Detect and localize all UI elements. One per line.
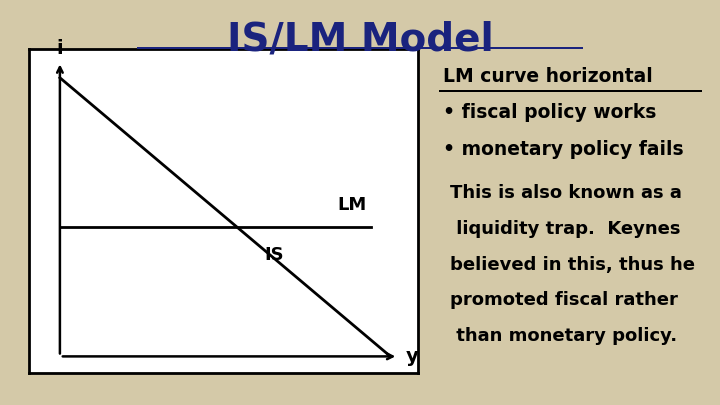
- Text: i: i: [57, 39, 63, 58]
- Text: LM: LM: [337, 196, 366, 214]
- Text: believed in this, thus he: believed in this, thus he: [450, 256, 695, 273]
- Text: • fiscal policy works: • fiscal policy works: [443, 103, 656, 122]
- Text: promoted fiscal rather: promoted fiscal rather: [450, 291, 678, 309]
- Text: liquidity trap.  Keynes: liquidity trap. Keynes: [450, 220, 680, 238]
- Text: than monetary policy.: than monetary policy.: [450, 327, 677, 345]
- Text: LM curve horizontal: LM curve horizontal: [443, 67, 652, 86]
- Text: This is also known as a: This is also known as a: [450, 184, 682, 202]
- Text: IS/LM Model: IS/LM Model: [227, 20, 493, 58]
- Text: • monetary policy fails: • monetary policy fails: [443, 140, 683, 159]
- Text: y: y: [406, 347, 419, 366]
- Text: IS: IS: [264, 246, 284, 264]
